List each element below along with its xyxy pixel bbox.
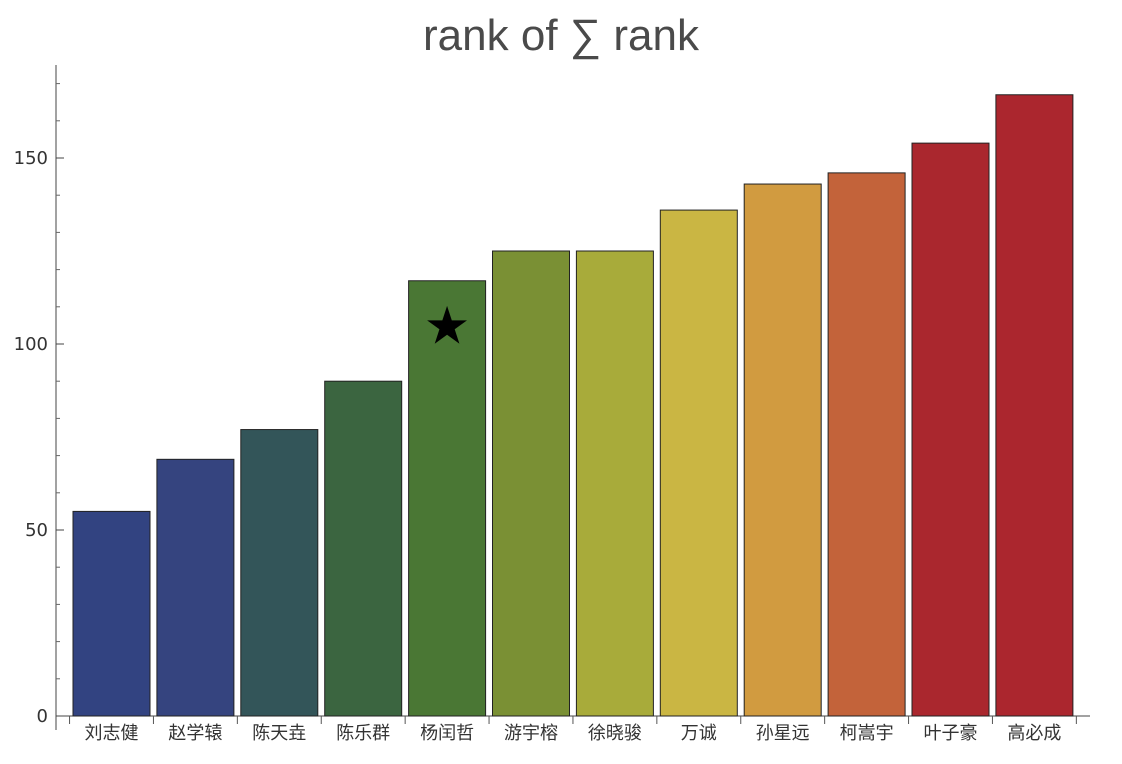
bars-layer (72, 94, 1074, 717)
x-category-label: 游宇榕 (504, 723, 558, 744)
star-marker: ★ (424, 296, 471, 356)
bar (408, 280, 487, 717)
bar (743, 183, 822, 717)
bar (240, 429, 319, 717)
bar (156, 458, 235, 717)
x-category-label: 万诚 (681, 723, 717, 744)
bar (827, 172, 906, 717)
bar (575, 250, 654, 717)
y-tick-label: 0 (37, 706, 48, 727)
bar (72, 510, 151, 717)
x-category-label: 孙星远 (756, 723, 810, 744)
y-tick-label: 150 (14, 148, 48, 169)
bar (659, 209, 738, 717)
x-category-label: 高必成 (1007, 723, 1061, 744)
x-category-label: 赵学辕 (168, 723, 222, 744)
y-tick-label: 100 (14, 334, 48, 355)
bar (911, 142, 990, 717)
x-category-label: 刘志健 (85, 723, 139, 744)
bar (995, 94, 1074, 717)
bar (324, 380, 403, 717)
x-category-label: 柯嵩宇 (840, 723, 894, 744)
x-category-label: 陈天垚 (252, 723, 306, 744)
x-category-label: 杨闰哲 (420, 723, 474, 744)
bar (492, 250, 570, 717)
chart-title: rank of ∑ rank (423, 11, 699, 60)
labels-layer: 0 50 100 150 刘志健 赵学辕 陈天垚 陈乐群 杨闰哲 ★ 游宇榕 徐晓骏 万诚 孙星远 柯嵩宇 叶… (14, 148, 1062, 744)
y-tick-label: 50 (25, 520, 48, 541)
x-category-label: 徐晓骏 (588, 723, 642, 744)
x-category-label: 叶子豪 (924, 723, 978, 744)
x-category-label: 陈乐群 (336, 723, 390, 744)
